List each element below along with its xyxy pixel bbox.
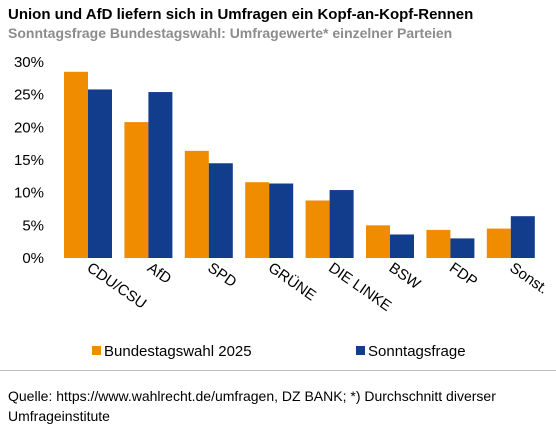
x-tick-label: BSW — [386, 259, 424, 293]
legend-label: Sonntagsfrage — [368, 343, 466, 360]
y-tick-label: 5% — [22, 217, 44, 234]
bar — [245, 182, 270, 258]
bar — [426, 229, 451, 258]
bar — [390, 234, 414, 258]
legend: Bundestagswahl 2025 Sonntagsfrage — [92, 343, 466, 360]
x-tick-label: Sonst. — [507, 259, 552, 297]
chart-subtitle: Sonntagsfrage Bundestagswahl: Umfragewer… — [8, 25, 453, 41]
x-tick-label: CDU/CSU — [84, 259, 150, 312]
legend-label: Bundestagswahl 2025 — [104, 343, 252, 360]
bar-series — [64, 71, 535, 259]
bar — [486, 228, 511, 258]
footer-divider — [0, 370, 556, 371]
legend-swatch — [92, 346, 101, 355]
y-tick-label: 20% — [14, 119, 44, 136]
bar — [148, 92, 173, 258]
bar — [269, 183, 294, 258]
chart-title: Union und AfD liefern sich in Umfragen e… — [8, 6, 474, 23]
x-tick-label: FDP — [446, 259, 480, 290]
bar — [366, 225, 390, 258]
bar — [329, 190, 354, 258]
y-tick-label: 15% — [14, 152, 44, 169]
y-tick-label: 0% — [22, 250, 44, 267]
legend-swatch — [356, 346, 365, 355]
x-tick-label: AfD — [144, 259, 174, 287]
y-tick-label: 10% — [14, 185, 44, 202]
bar — [450, 238, 475, 258]
y-tick-label: 30% — [14, 54, 44, 71]
bar — [510, 216, 535, 258]
bar — [64, 71, 88, 258]
y-axis: 0% 5% 10% 15% 20% 25% 30% — [14, 54, 44, 267]
x-tick-label: GRÜNE — [265, 259, 320, 305]
y-tick-label: 25% — [14, 87, 44, 104]
source-note: Quelle: https://www.wahlrecht.de/umfrage… — [8, 388, 496, 424]
bar — [184, 150, 209, 258]
bar — [305, 200, 330, 258]
bar — [88, 89, 112, 258]
bar — [208, 163, 233, 258]
bar — [124, 122, 149, 259]
x-tick-label: SPD — [205, 259, 240, 291]
x-tick-label: DIE LINKE — [325, 259, 394, 315]
